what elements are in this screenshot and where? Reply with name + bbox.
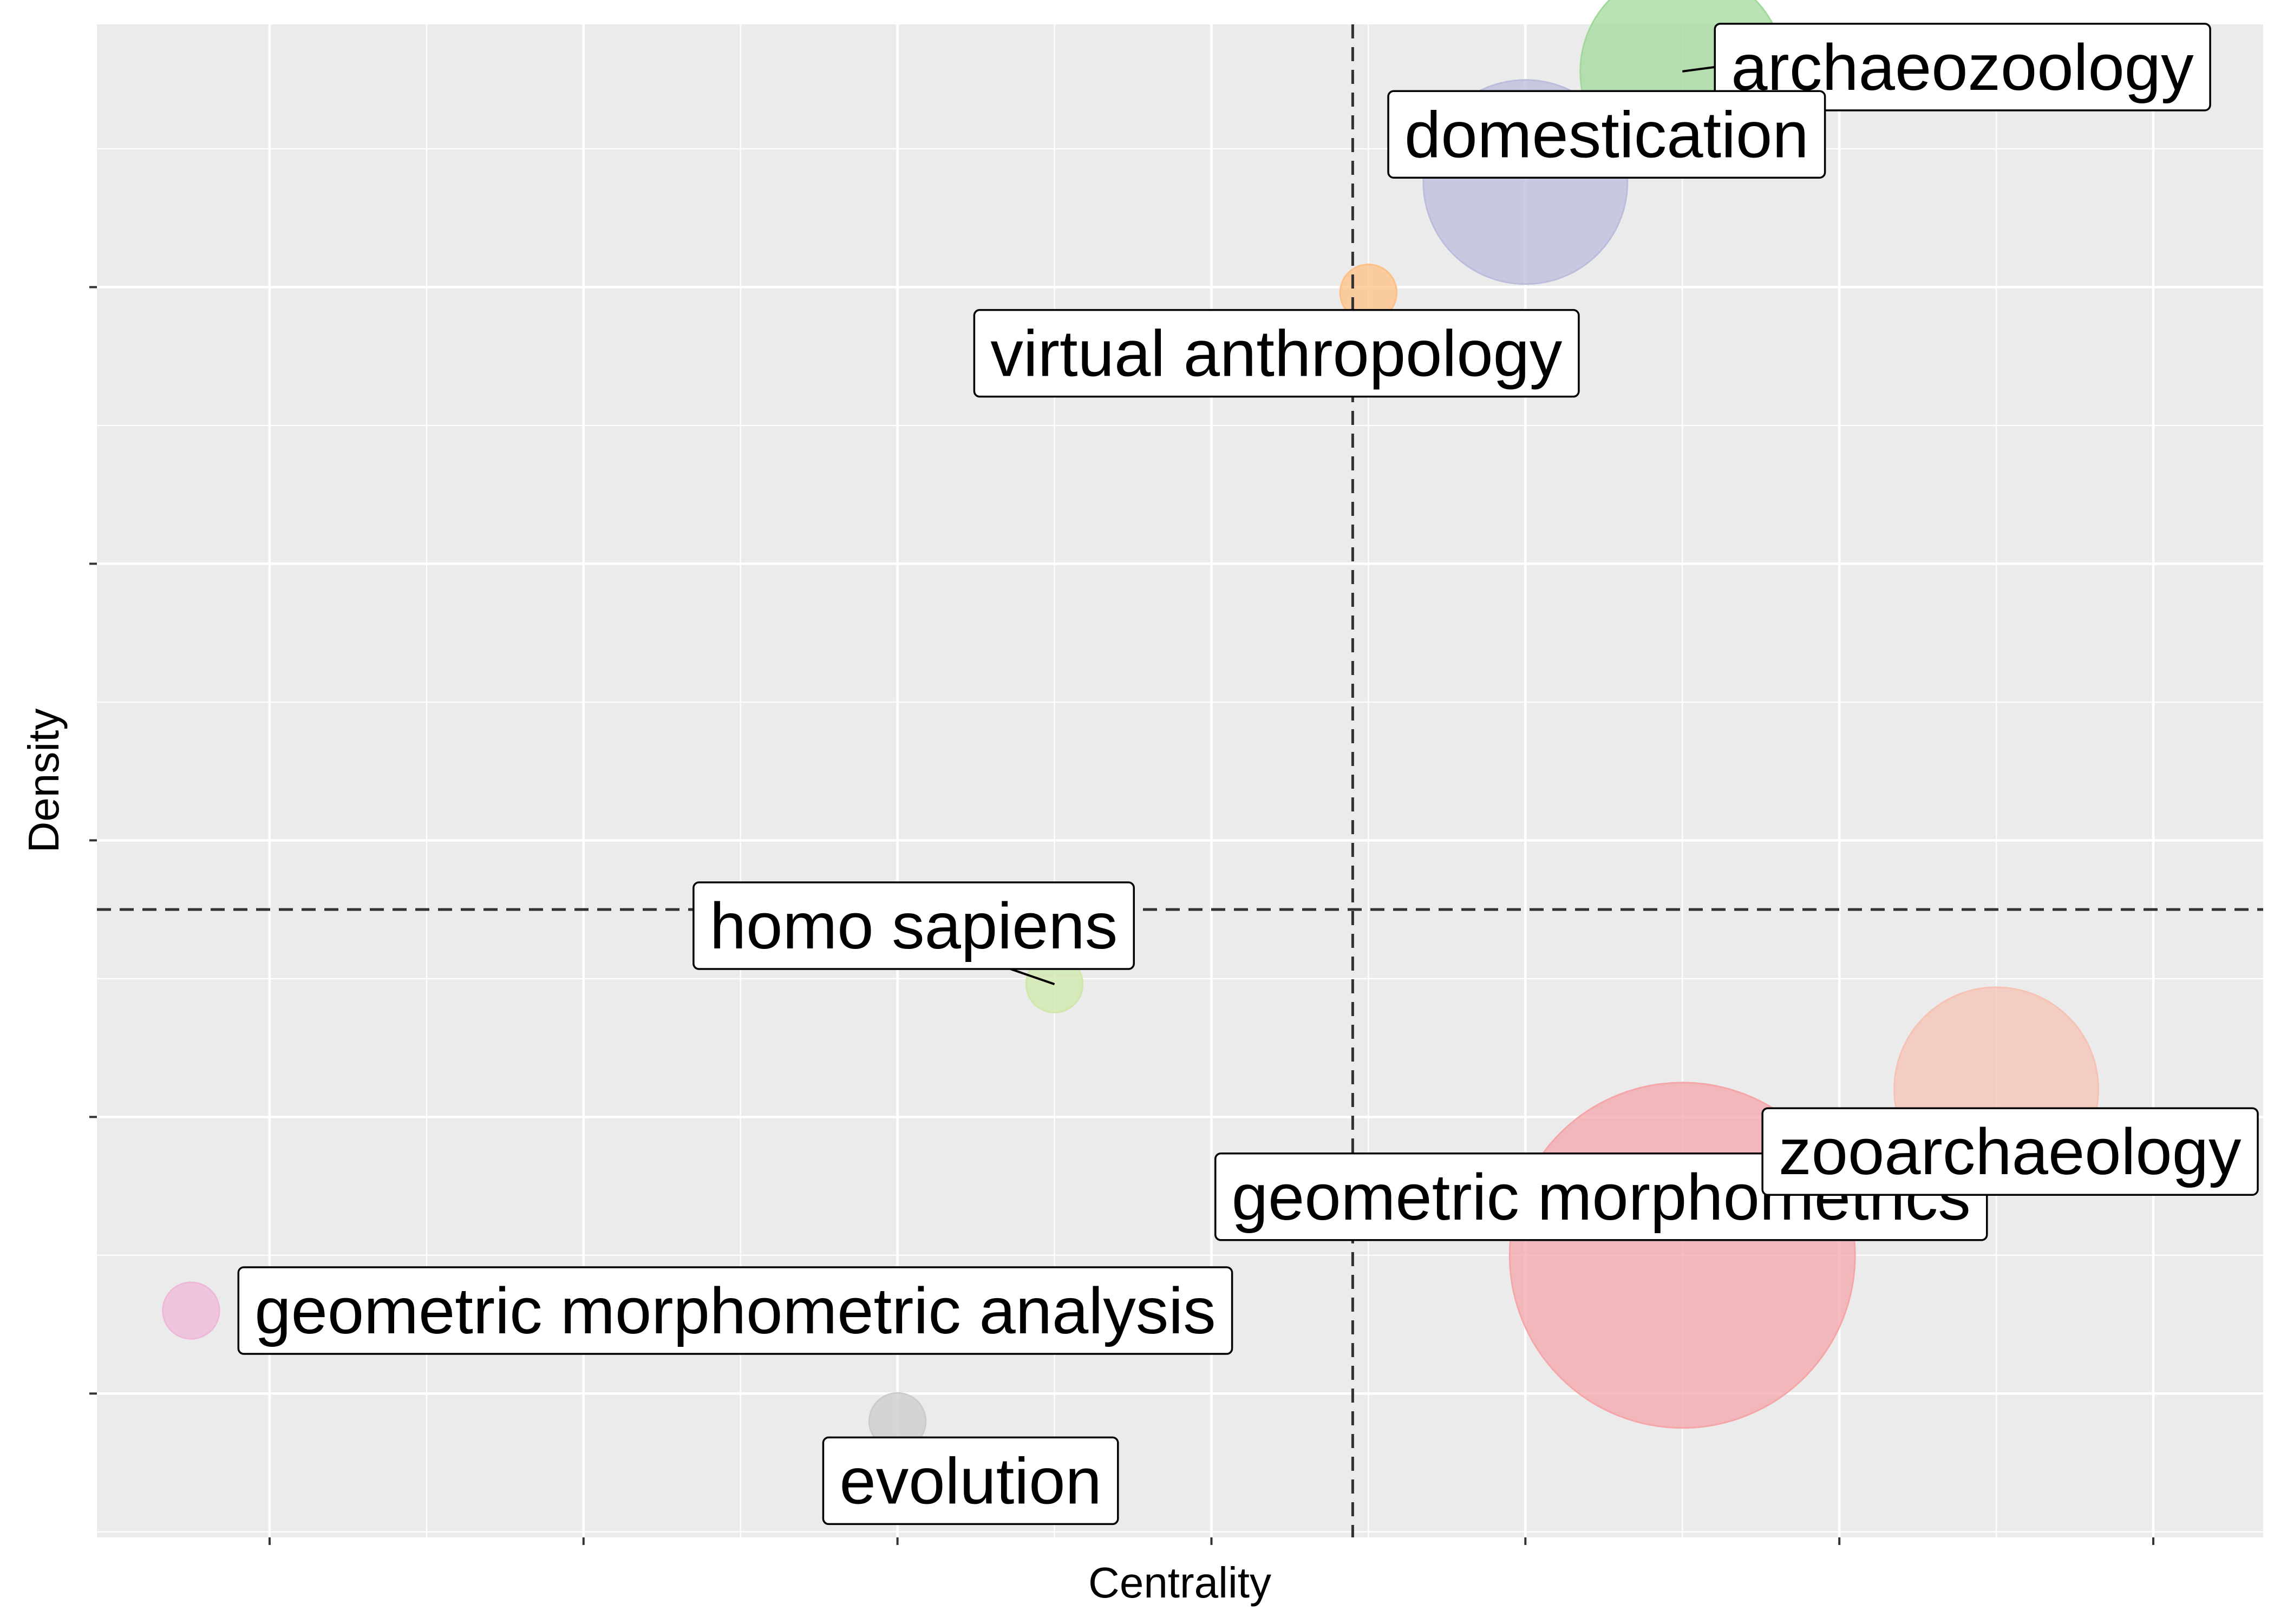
axis-ticks [89, 286, 2155, 1545]
label-text: homo sapiens [710, 889, 1118, 962]
label-box [1387, 90, 1826, 179]
label-leader-line [1682, 66, 1715, 73]
label-box [692, 881, 1135, 970]
label-leader-line [1010, 968, 1055, 985]
reference-lines [97, 24, 2263, 1537]
bubble [162, 1281, 220, 1340]
label-text: virtual anthropology [990, 317, 1563, 390]
label-box [973, 309, 1580, 398]
label-text: domestication [1404, 97, 1809, 171]
label-box [1714, 23, 2211, 112]
label-text: geometric morphometric analysis [254, 1274, 1216, 1347]
point-label: geometric morphometric analysis [237, 1266, 1233, 1355]
label-box [237, 1266, 1233, 1355]
point-label: zooarchaeology [1761, 1107, 2259, 1196]
label-box [1761, 1107, 2259, 1196]
point-label: virtual anthropology [973, 309, 1580, 398]
y-axis-title: Density [19, 709, 68, 853]
label-box [822, 1436, 1119, 1525]
x-axis-title: Centrality [1088, 1558, 1271, 1607]
label-text: evolution [839, 1444, 1101, 1517]
major-gridlines [97, 24, 2263, 1537]
point-label: homo sapiens [692, 881, 1135, 985]
point-label: domestication [1387, 90, 1826, 179]
label-text: zooarchaeology [1779, 1115, 2242, 1188]
minor-gridlines [97, 24, 2263, 1537]
point-label: evolution [822, 1436, 1119, 1525]
